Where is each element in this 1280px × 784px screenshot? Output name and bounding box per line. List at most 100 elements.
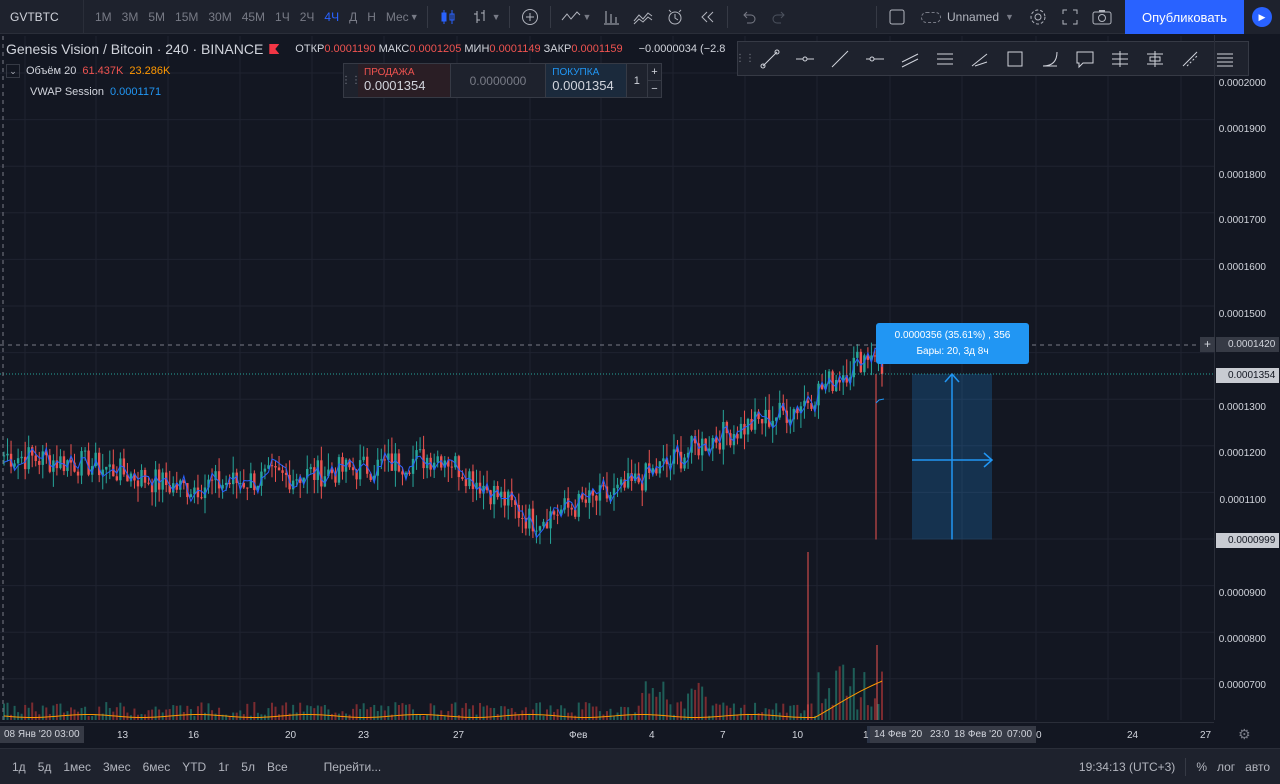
compare-icon[interactable] — [555, 0, 587, 34]
range-6[interactable]: 1г — [218, 759, 230, 774]
replay-icon[interactable] — [691, 0, 723, 34]
auto-toggle[interactable]: авто — [1245, 759, 1270, 774]
range-1[interactable]: 5д — [37, 759, 52, 774]
candle-body — [246, 487, 249, 489]
candle-body — [581, 493, 584, 500]
interval-1[interactable]: 3М — [121, 9, 139, 24]
play-button[interactable]: ▶ — [1244, 0, 1280, 34]
bars-type-icon[interactable] — [464, 0, 496, 34]
log-toggle[interactable]: лог — [1216, 759, 1236, 774]
sell-button[interactable]: ПРОДАЖА 0.0001354 — [358, 64, 451, 97]
candle-body — [767, 409, 771, 427]
interval-6[interactable]: 1Ч — [275, 9, 290, 24]
volume-bar — [489, 707, 492, 720]
range-2[interactable]: 1мес — [63, 759, 91, 774]
volume-bar — [521, 710, 524, 720]
gear-icon[interactable]: ⚙ — [1238, 726, 1251, 742]
candle-body — [337, 457, 341, 483]
drag-handle-icon[interactable]: ⋮⋮ — [341, 75, 361, 86]
buy-button[interactable]: ПОКУПКА 0.0001354 — [545, 64, 626, 97]
interval-8[interactable]: 4Ч — [324, 9, 340, 24]
candle-body — [440, 456, 443, 468]
chevron-down-icon[interactable]: ▼ — [409, 11, 419, 22]
camera-icon[interactable] — [1086, 0, 1118, 34]
more-tools-icon[interactable] — [1207, 42, 1242, 75]
vwap-label[interactable]: VWAP Session — [30, 86, 104, 98]
price-axis[interactable]: 0.0002000 0.0001900 0.0001800 0.0001700 0.00… — [1214, 35, 1280, 720]
goto-button[interactable]: Перейти... — [323, 759, 382, 774]
fullscreen-icon[interactable] — [1054, 0, 1086, 34]
candle-body — [644, 463, 647, 491]
interval-11[interactable]: Мес — [385, 9, 409, 24]
horizontal-ray-icon[interactable] — [857, 42, 892, 75]
quantity-field[interactable]: 1 — [625, 64, 647, 97]
flag-icon[interactable] — [269, 44, 280, 54]
layout-name-button[interactable]: Unnamed ▼ — [913, 10, 1022, 24]
indicators-icon[interactable] — [627, 0, 659, 34]
increment-button[interactable]: + — [651, 66, 658, 78]
trend-line-icon[interactable] — [752, 42, 787, 75]
interval-5[interactable]: 45М — [241, 9, 266, 24]
candle-body — [13, 463, 16, 467]
layout-icon[interactable] — [881, 0, 913, 34]
interval-4[interactable]: 30М — [208, 9, 232, 24]
interval-3[interactable]: 15М — [175, 9, 199, 24]
financials-icon[interactable] — [595, 0, 627, 34]
add-icon[interactable] — [514, 0, 546, 34]
chart-pane[interactable] — [0, 35, 1214, 720]
interval-9[interactable]: Д — [349, 9, 358, 24]
candle-body — [831, 371, 834, 392]
horizontal-line-icon[interactable] — [787, 42, 822, 75]
redo-icon[interactable] — [764, 0, 796, 34]
cloud-icon — [921, 11, 941, 23]
price-chart[interactable] — [0, 35, 1214, 720]
collapse-icon[interactable]: ⌄ — [6, 64, 20, 78]
range-5[interactable]: YTD — [182, 759, 207, 774]
chevron-down-icon[interactable]: ▼ — [491, 11, 501, 22]
range-3[interactable]: 3мес — [102, 759, 131, 774]
candles-icon[interactable] — [432, 0, 464, 34]
candle-body — [45, 451, 48, 456]
arc-icon[interactable] — [1032, 42, 1067, 75]
ray-icon[interactable] — [822, 42, 857, 75]
candle-body — [531, 508, 535, 532]
decrement-button[interactable]: − — [647, 80, 662, 97]
volume-label[interactable]: Объём 20 — [26, 65, 77, 77]
candle-body — [214, 471, 217, 481]
price-tick: 0.0000800 — [1218, 634, 1266, 645]
range-4[interactable]: 6мес — [142, 759, 171, 774]
short-position-icon[interactable] — [1137, 42, 1172, 75]
symbol-title[interactable]: Genesis Vision / Bitcoin · 240 · BINANCE — [6, 41, 264, 57]
symbol-search[interactable]: GVTBTC — [0, 0, 84, 34]
candle-body — [112, 464, 115, 477]
volume-bar — [362, 703, 365, 720]
pitchfork-icon[interactable] — [962, 42, 997, 75]
drag-handle-icon[interactable]: ⋮⋮ — [735, 53, 755, 64]
alert-icon[interactable] — [659, 0, 691, 34]
interval-10[interactable]: Н — [367, 9, 376, 24]
settings-icon[interactable] — [1022, 0, 1054, 34]
buy-label: ПОКУПКА — [552, 67, 600, 78]
range-7[interactable]: 5л — [241, 759, 255, 774]
chevron-down-icon[interactable]: ▼ — [582, 11, 592, 22]
candle-body — [126, 474, 129, 482]
candle-body — [76, 471, 80, 476]
interval-0[interactable]: 1М — [95, 9, 112, 24]
regression-icon[interactable] — [927, 42, 962, 75]
rectangle-icon[interactable] — [997, 42, 1032, 75]
candle-body — [641, 482, 644, 491]
range-8[interactable]: Все — [266, 759, 288, 774]
add-alert-plus-icon[interactable]: + — [1200, 337, 1215, 352]
time-axis[interactable]: 13 16 20 23 27 Фев 4 7 10 1 0 24 27 08 Янв '20 03:00 1… — [0, 722, 1214, 747]
interval-7[interactable]: 2Ч — [299, 9, 315, 24]
undo-icon[interactable] — [732, 0, 764, 34]
percent-toggle[interactable]: % — [1196, 759, 1207, 774]
interval-2[interactable]: 5М — [148, 9, 166, 24]
clock[interactable]: 19:34:13 (UTC+3) — [1078, 759, 1176, 774]
long-position-icon[interactable] — [1102, 42, 1137, 75]
comment-icon[interactable] — [1067, 42, 1102, 75]
range-0[interactable]: 1д — [12, 759, 26, 774]
publish-button[interactable]: Опубликовать — [1125, 0, 1244, 34]
parallel-channel-icon[interactable] — [892, 42, 927, 75]
brush-icon[interactable] — [1172, 42, 1207, 75]
